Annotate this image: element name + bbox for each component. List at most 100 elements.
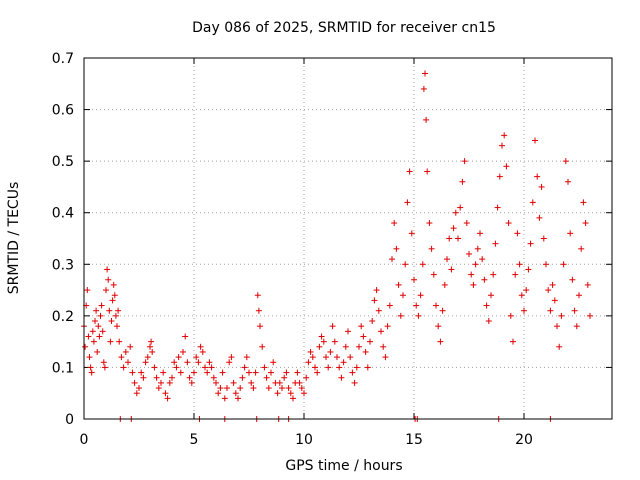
data-point	[423, 116, 430, 123]
data-point	[144, 354, 151, 361]
data-point	[358, 323, 365, 330]
data-point	[424, 168, 431, 175]
data-point	[105, 276, 112, 283]
data-point	[268, 369, 274, 376]
data-point	[351, 379, 358, 386]
data-point	[204, 369, 211, 376]
data-point	[164, 395, 171, 402]
data-point	[84, 287, 91, 294]
data-point	[527, 240, 534, 247]
data-point	[406, 168, 413, 175]
data-point	[444, 256, 450, 263]
data-point	[323, 354, 329, 361]
y-tick-label: 0	[65, 412, 74, 428]
data-point	[100, 359, 107, 366]
data-point	[248, 379, 255, 386]
data-point	[279, 385, 285, 392]
y-tick-label: 0.4	[52, 206, 74, 222]
data-point	[110, 281, 117, 288]
data-point	[162, 390, 169, 397]
data-point	[250, 385, 257, 392]
data-point	[191, 369, 197, 376]
tick-labels: 0 5 10 15 20 0 0.1 0.2 0.3 0.4 0.5 0.6 0.7	[52, 51, 612, 448]
data-point	[587, 312, 593, 319]
data-point	[219, 369, 226, 376]
data-point	[92, 318, 98, 325]
data-point	[556, 343, 563, 350]
data-point	[235, 395, 241, 402]
chart-title: Day 086 of 2025, SRMTID for receiver cn1…	[192, 20, 496, 36]
data-point	[492, 240, 499, 247]
data-point	[481, 276, 488, 283]
data-point	[199, 348, 206, 355]
data-point	[547, 307, 554, 314]
data-point	[95, 323, 102, 330]
data-point	[534, 173, 541, 180]
data-point	[367, 338, 373, 345]
data-point	[496, 173, 503, 180]
data-point	[158, 379, 164, 386]
data-point	[252, 369, 259, 376]
data-point	[499, 142, 505, 149]
data-point	[419, 261, 426, 268]
data-point	[118, 354, 125, 361]
data-point	[230, 379, 237, 386]
data-point	[540, 235, 547, 242]
data-point	[202, 364, 208, 371]
data-point	[94, 348, 101, 355]
data-point	[184, 359, 191, 366]
data-point	[116, 338, 123, 345]
data-point	[206, 359, 213, 366]
data-point	[257, 323, 263, 330]
data-point	[241, 364, 248, 371]
data-points	[81, 70, 593, 422]
data-point	[402, 261, 409, 268]
data-point	[558, 312, 565, 319]
data-point	[318, 333, 325, 340]
data-point	[274, 390, 281, 397]
data-point	[551, 297, 558, 304]
data-point	[303, 374, 310, 381]
data-point	[411, 276, 417, 283]
x-tick-label: 5	[190, 432, 199, 448]
data-point	[276, 379, 283, 386]
data-point	[576, 292, 582, 299]
data-point	[461, 158, 468, 165]
data-point	[255, 307, 262, 314]
data-point	[147, 343, 153, 350]
data-point	[108, 318, 115, 325]
y-tick-label: 0.7	[52, 51, 74, 67]
data-point	[243, 354, 250, 361]
x-tick-label: 10	[295, 432, 313, 448]
data-point	[261, 364, 268, 371]
data-point	[437, 338, 444, 345]
y-tick-label: 0.5	[52, 154, 74, 170]
data-point	[182, 333, 189, 340]
data-point	[455, 235, 461, 242]
data-point	[488, 292, 494, 299]
data-point	[125, 359, 131, 366]
data-point	[439, 307, 446, 314]
data-point	[549, 281, 556, 288]
data-point	[177, 369, 184, 376]
data-point	[349, 369, 356, 376]
data-point	[106, 307, 113, 314]
data-point	[567, 230, 574, 237]
data-point	[142, 359, 149, 366]
data-point	[114, 323, 120, 330]
data-point	[237, 385, 244, 392]
data-point	[338, 374, 345, 381]
data-point	[529, 199, 536, 206]
data-point	[115, 307, 122, 314]
data-point	[270, 359, 277, 366]
data-point	[290, 395, 296, 402]
x-tick-label: 20	[515, 432, 533, 448]
data-point	[208, 364, 215, 371]
data-point	[433, 302, 439, 309]
data-point	[109, 297, 116, 304]
data-point	[224, 385, 230, 392]
data-point	[305, 359, 312, 366]
data-point	[104, 266, 111, 273]
data-point	[103, 287, 109, 294]
